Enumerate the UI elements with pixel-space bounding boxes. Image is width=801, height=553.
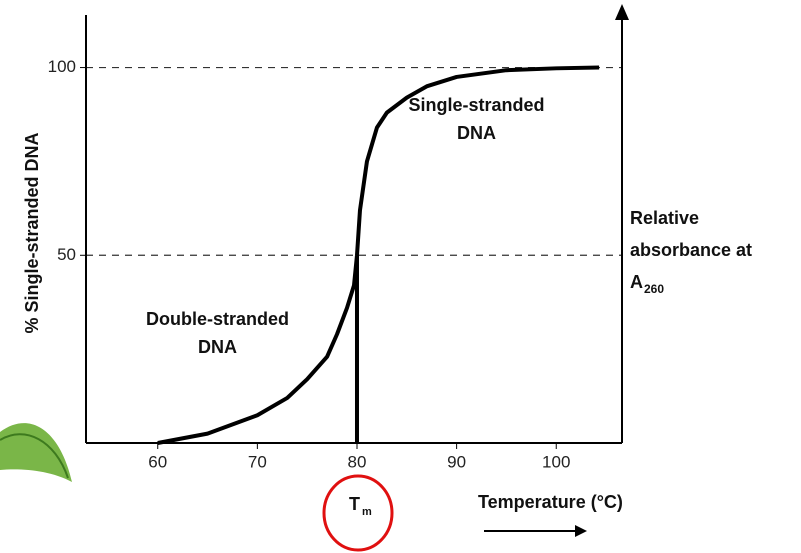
x-tick-label: 90 — [447, 452, 466, 471]
annotation: Double-stranded — [146, 309, 289, 329]
x-tick-label: 70 — [248, 452, 267, 471]
y-axis-label: % Single-stranded DNA — [22, 132, 42, 333]
right-axis-arrow — [615, 4, 629, 20]
tm-circle — [322, 474, 394, 552]
right-label: absorbance at — [630, 240, 752, 260]
tm-label: T — [349, 494, 360, 514]
annotation: DNA — [457, 123, 496, 143]
right-label: Relative — [630, 208, 699, 228]
tm-label-sub: m — [362, 506, 372, 518]
x-tick-label: 60 — [148, 452, 167, 471]
leaf-vein — [0, 433, 69, 479]
x-arrow-head — [575, 525, 587, 537]
x-tick-label: 100 — [542, 452, 570, 471]
annotation: DNA — [198, 337, 237, 357]
data-line — [157, 65, 600, 445]
y-tick-label: 50 — [57, 245, 76, 264]
leaf-decoration — [0, 423, 72, 482]
right-label: A — [630, 272, 643, 292]
x-axis-label: Temperature (°C) — [478, 492, 623, 512]
annotation: Single-stranded — [409, 95, 545, 115]
y-tick-label: 100 — [48, 57, 76, 76]
right-label-sub: 260 — [644, 282, 664, 296]
x-tick-label: 80 — [348, 452, 367, 471]
